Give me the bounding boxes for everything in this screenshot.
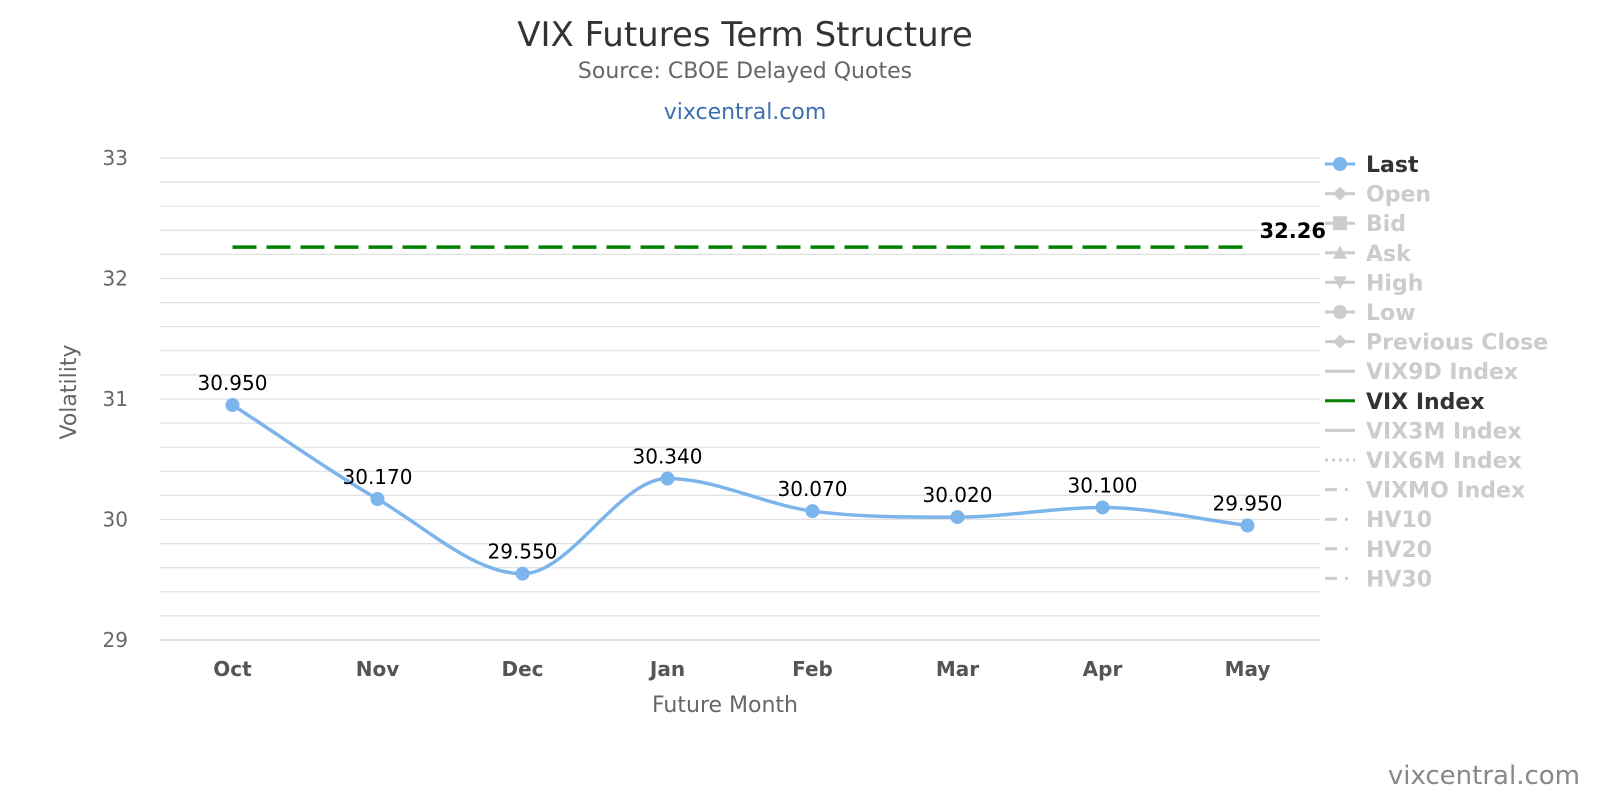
x-tick-label: Jan [648,657,685,681]
subtitle-link[interactable]: vixcentral.com [664,100,827,125]
legend-marker-triangle-down [1333,276,1347,290]
y-tick-label: 31 [103,387,128,411]
legend-label: Bid [1366,212,1406,237]
last-data-point[interactable] [950,510,965,525]
chart-subtitle: Source: CBOE Delayed Quotes [578,59,912,84]
last-data-point[interactable] [1095,500,1110,515]
y-axis-ticks: 29 30 31 32 33 [103,146,128,652]
last-data-point[interactable] [370,492,385,507]
legend-label: HV20 [1366,538,1432,563]
legend-item[interactable]: VIX3M Index [1325,419,1522,444]
vix-index-value-label: 32.26 [1260,219,1326,243]
x-tick-label: May [1225,657,1271,681]
legend-marker-circle [1333,157,1347,171]
x-tick-label: Nov [356,657,400,681]
legend-label: Ask [1366,242,1412,267]
last-data-label: 30.950 [198,371,268,395]
legend-label: VIX Index [1366,390,1485,415]
grid [160,157,1320,641]
legend-label: VIX3M Index [1366,419,1522,444]
last-data-label: 30.020 [923,483,993,507]
legend-marker-diamond [1333,334,1347,349]
legend-marker-triangle [1333,245,1347,259]
y-axis-label: Volatility [57,344,82,439]
legend-marker-circle [1333,305,1347,319]
legend-item[interactable]: HV20 [1325,538,1432,563]
legend-label: Previous Close [1366,331,1548,356]
last-data-label: 29.550 [488,540,558,564]
series: 32.26 30.950 30.170 29.550 30.340 30.070 30.02… [198,219,1326,581]
last-data-label: 30.340 [633,445,703,469]
legend-label: Low [1366,301,1415,326]
legend-item[interactable]: HV30 [1325,567,1432,592]
legend-item[interactable]: High [1325,271,1423,296]
legend-label: HV30 [1366,567,1432,592]
legend-item[interactable]: VIX9D Index [1325,360,1518,385]
x-axis-label: Future Month [652,693,798,718]
last-data-point[interactable] [225,398,240,413]
legend-item[interactable]: VIXMO Index [1325,479,1525,504]
x-tick-label: Oct [213,657,252,681]
chart-title: VIX Futures Term Structure [517,15,973,55]
legend-label: HV10 [1366,508,1432,533]
y-tick-label: 29 [103,628,128,652]
legend-item[interactable]: Open [1325,183,1431,208]
legend-label: VIXMO Index [1366,479,1525,504]
legend-label: Open [1366,183,1431,208]
x-tick-label: Apr [1083,657,1123,681]
last-data-label: 30.170 [343,465,413,489]
last-data-label: 30.070 [778,477,848,501]
last-data-label: 29.950 [1213,492,1283,516]
x-tick-label: Feb [792,657,833,681]
last-data-point[interactable] [1240,518,1255,533]
legend-item[interactable]: Ask [1325,242,1412,267]
last-data-point[interactable] [515,566,530,581]
legend: Last Open Bid Ask High Low Previous Close VIX9D… [1325,153,1548,592]
legend-label: VIX9D Index [1366,360,1518,385]
last-data-label: 30.100 [1068,473,1138,497]
legend-item[interactable]: Last [1325,153,1419,178]
legend-label: VIX6M Index [1366,449,1522,474]
legend-label: High [1366,271,1423,296]
legend-item[interactable]: VIX Index [1325,390,1485,415]
legend-item[interactable]: Previous Close [1325,331,1548,356]
y-tick-label: 32 [103,267,128,291]
x-tick-label: Dec [501,657,543,681]
last-data-point[interactable] [660,471,675,486]
legend-item[interactable]: HV10 [1325,508,1432,533]
x-tick-label: Mar [936,657,979,681]
x-axis-ticks: Oct Nov Dec Jan Feb Mar Apr May [213,657,1270,681]
legend-marker-diamond [1333,186,1347,201]
legend-label: Last [1366,153,1419,178]
legend-marker-square [1333,216,1347,231]
credit-text[interactable]: vixcentral.com [1388,761,1580,791]
last-data-point[interactable] [805,504,820,519]
legend-item[interactable]: Low [1325,301,1415,326]
legend-item[interactable]: VIX6M Index [1325,449,1522,474]
y-tick-label: 33 [103,146,128,170]
legend-item[interactable]: Bid [1325,212,1406,237]
last-series-line[interactable] [231,403,1248,576]
y-tick-label: 30 [103,508,128,532]
